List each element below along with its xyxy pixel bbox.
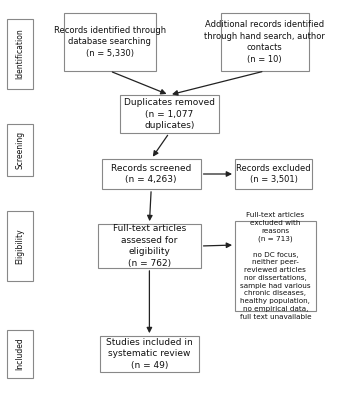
FancyBboxPatch shape bbox=[235, 159, 312, 189]
Text: Records excluded
(n = 3,501): Records excluded (n = 3,501) bbox=[236, 164, 311, 184]
FancyBboxPatch shape bbox=[102, 159, 201, 189]
FancyBboxPatch shape bbox=[235, 221, 316, 311]
FancyBboxPatch shape bbox=[100, 336, 199, 372]
FancyBboxPatch shape bbox=[7, 211, 33, 281]
Text: Additional records identified
through hand search, author
contacts
(n = 10): Additional records identified through ha… bbox=[204, 20, 325, 64]
Text: Full-text articles
assessed for
eligibility
(n = 762): Full-text articles assessed for eligibil… bbox=[113, 224, 186, 268]
FancyBboxPatch shape bbox=[7, 124, 33, 176]
FancyBboxPatch shape bbox=[7, 330, 33, 378]
Text: Duplicates removed
(n = 1,077
duplicates): Duplicates removed (n = 1,077 duplicates… bbox=[124, 98, 215, 130]
FancyBboxPatch shape bbox=[120, 95, 219, 133]
FancyBboxPatch shape bbox=[221, 13, 309, 71]
Text: Records screened
(n = 4,263): Records screened (n = 4,263) bbox=[111, 164, 192, 184]
Text: Identification: Identification bbox=[15, 29, 24, 79]
Text: Screening: Screening bbox=[15, 131, 24, 169]
FancyBboxPatch shape bbox=[98, 224, 201, 268]
FancyBboxPatch shape bbox=[7, 19, 33, 89]
FancyBboxPatch shape bbox=[64, 13, 156, 71]
Text: Records identified through
database searching
(n = 5,330): Records identified through database sear… bbox=[54, 26, 166, 58]
Text: Studies included in
systematic review
(n = 49): Studies included in systematic review (n… bbox=[106, 338, 193, 370]
Text: Full-text articles
excluded with
reasons
(n = 713)

no DC focus,
neither peer-
r: Full-text articles excluded with reasons… bbox=[240, 212, 311, 320]
Text: Included: Included bbox=[15, 338, 24, 370]
Text: Eligibility: Eligibility bbox=[15, 228, 24, 264]
